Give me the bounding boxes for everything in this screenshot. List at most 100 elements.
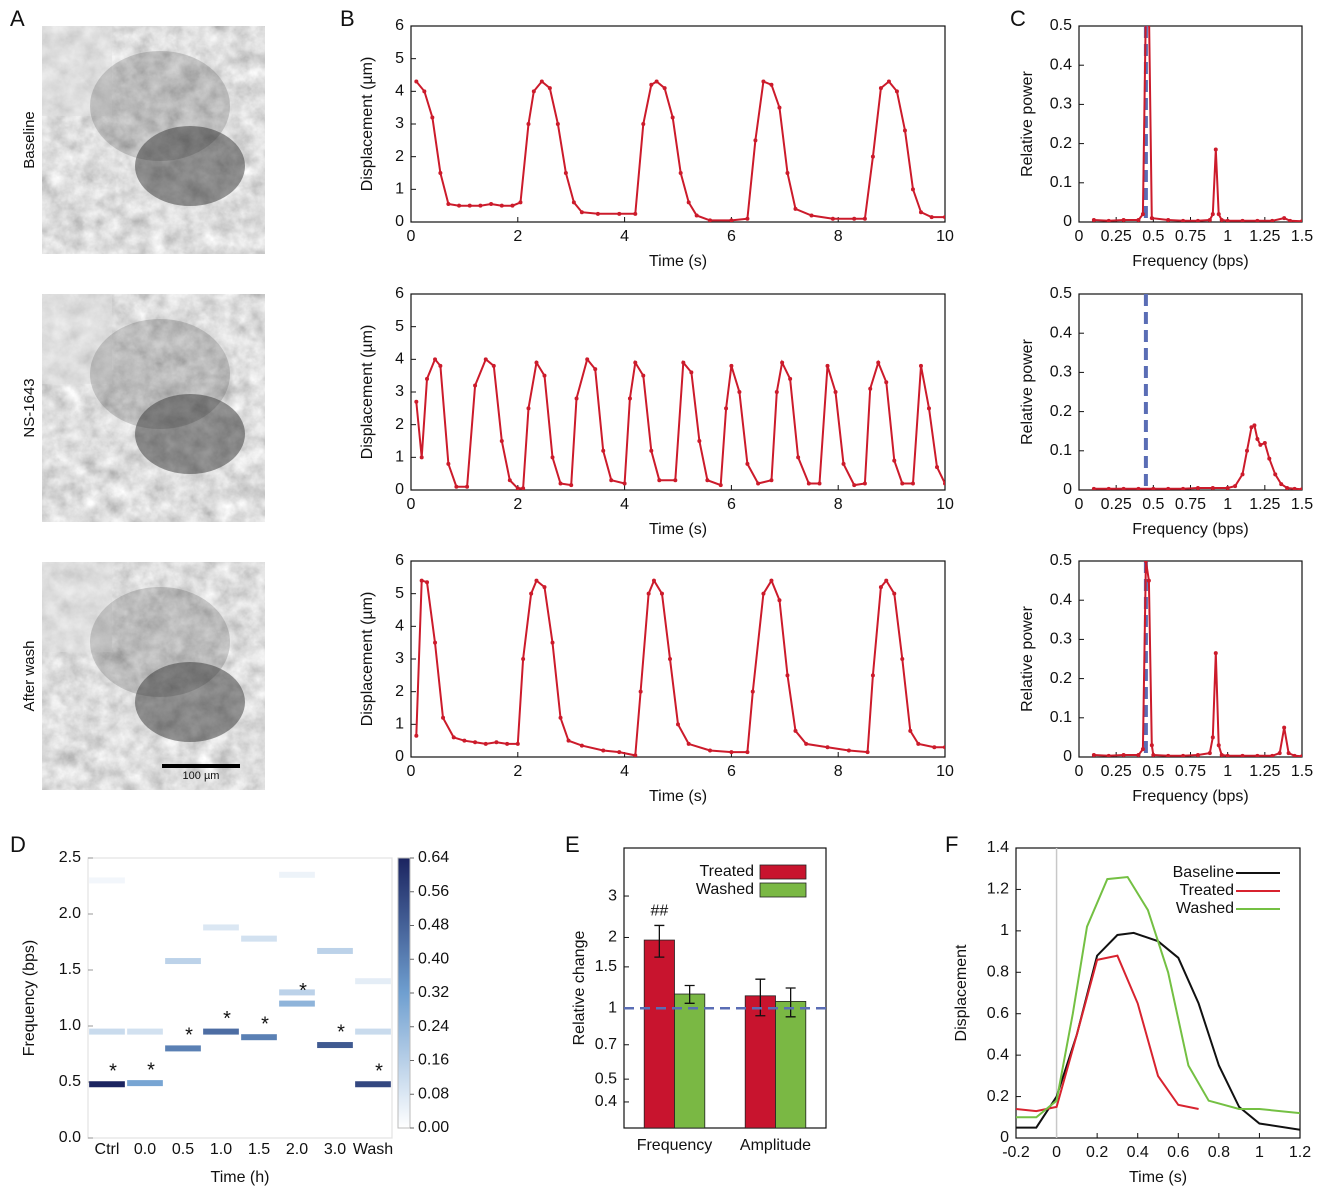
data-point bbox=[1166, 753, 1171, 757]
data-point bbox=[515, 486, 520, 490]
data-point bbox=[638, 689, 643, 694]
x-tick-label: 0.5 bbox=[1142, 763, 1164, 780]
data-point bbox=[601, 748, 606, 753]
data-point bbox=[1140, 747, 1145, 752]
data-point bbox=[686, 200, 691, 205]
data-point bbox=[489, 202, 494, 207]
data-point bbox=[649, 448, 654, 453]
data-point bbox=[425, 376, 430, 381]
cell-body bbox=[135, 662, 245, 742]
data-point bbox=[796, 455, 801, 460]
error-bar bbox=[785, 987, 796, 1018]
data-point bbox=[729, 218, 734, 222]
y-tick-label: 0.5 bbox=[1050, 552, 1072, 569]
data-point bbox=[1292, 753, 1297, 757]
data-point bbox=[457, 203, 462, 208]
micrograph bbox=[42, 26, 265, 254]
y-tick-label: 4 bbox=[395, 618, 404, 635]
legend-swatch bbox=[759, 882, 807, 898]
data-point bbox=[1270, 753, 1275, 757]
x-tick-label: 1.5 bbox=[1291, 228, 1313, 245]
data-point bbox=[852, 216, 857, 221]
error-bar bbox=[684, 984, 695, 1004]
data-point bbox=[550, 455, 555, 460]
data-point bbox=[932, 745, 937, 750]
colorbar-tick-label: 0.32 bbox=[418, 984, 449, 1001]
panel-label: F bbox=[945, 832, 958, 857]
x-tick-label: 1.0 bbox=[210, 1141, 232, 1158]
data-point bbox=[737, 390, 742, 394]
heatmap-band bbox=[203, 924, 239, 931]
y-tick-label: 0 bbox=[1063, 748, 1072, 765]
data-point bbox=[579, 210, 584, 215]
y-tick-label: 0 bbox=[1063, 213, 1072, 230]
data-point bbox=[1240, 218, 1245, 222]
data-point bbox=[670, 115, 675, 120]
data-point bbox=[678, 171, 683, 175]
data-line bbox=[1016, 875, 1300, 1119]
data-point bbox=[1225, 753, 1230, 757]
data-point bbox=[491, 363, 496, 368]
data-point bbox=[465, 484, 470, 489]
data-point bbox=[943, 481, 945, 486]
y-tick-label: 0 bbox=[1000, 1129, 1009, 1146]
data-point bbox=[1136, 486, 1141, 490]
data-point bbox=[662, 86, 667, 91]
data-point bbox=[659, 591, 664, 596]
data-point bbox=[1262, 440, 1267, 445]
y-tick-label: 5 bbox=[395, 585, 404, 602]
x-tick-label: 8 bbox=[834, 763, 843, 780]
data-point bbox=[425, 580, 430, 585]
y-tick-label: 4 bbox=[395, 351, 404, 368]
plot-area bbox=[1091, 4, 1302, 222]
data-point bbox=[1147, 4, 1151, 8]
data-point bbox=[462, 738, 467, 743]
data-point bbox=[943, 215, 945, 220]
data-point bbox=[777, 105, 782, 110]
x-tick-label: 0.75 bbox=[1175, 228, 1206, 245]
legend-label: Washed bbox=[696, 881, 754, 898]
x-tick-label: 0.75 bbox=[1175, 763, 1206, 780]
data-point bbox=[884, 578, 889, 583]
x-tick-label: 0.5 bbox=[1142, 228, 1164, 245]
data-point bbox=[761, 591, 766, 596]
data-point bbox=[943, 745, 945, 750]
data-point bbox=[1136, 753, 1141, 757]
data-point bbox=[473, 740, 478, 745]
data-point bbox=[1106, 486, 1111, 490]
data-point bbox=[563, 171, 568, 175]
data-point bbox=[1279, 482, 1284, 487]
data-point bbox=[697, 439, 702, 443]
x-tick-label: 0.0 bbox=[134, 1141, 156, 1158]
data-point bbox=[1300, 219, 1302, 222]
y-tick-label: 0 bbox=[395, 481, 404, 498]
image-label: NS-1643 bbox=[21, 378, 38, 437]
plot-frame bbox=[87, 857, 393, 1139]
x-tick-label: 0.4 bbox=[1127, 1144, 1149, 1161]
y-tick-label: 5 bbox=[395, 318, 404, 335]
plot-area bbox=[643, 939, 807, 1128]
data-point bbox=[918, 363, 923, 368]
data-point bbox=[1216, 743, 1221, 748]
x-tick-label: 10 bbox=[936, 763, 954, 780]
x-tick-label: 0 bbox=[1075, 228, 1084, 245]
data-point bbox=[1144, 4, 1148, 8]
heatmap-band bbox=[279, 871, 315, 878]
data-point bbox=[1255, 753, 1260, 757]
data-point bbox=[521, 657, 526, 661]
data-point bbox=[641, 122, 646, 126]
data-point bbox=[657, 478, 662, 483]
x-tick-label: 0.75 bbox=[1175, 496, 1206, 513]
x-tick-label: 1 bbox=[1223, 228, 1232, 245]
y-tick-label: 0.3 bbox=[1050, 631, 1072, 648]
y-axis-label: Displacement bbox=[953, 944, 970, 1041]
micrograph bbox=[42, 562, 265, 790]
y-tick-label: 1.2 bbox=[987, 881, 1009, 898]
y-tick-label: 0.4 bbox=[1050, 591, 1072, 608]
y-tick-label: 6 bbox=[395, 285, 404, 302]
plot-area bbox=[1016, 848, 1300, 1138]
data-point bbox=[729, 750, 734, 755]
data-point bbox=[1292, 486, 1297, 490]
data-point bbox=[531, 89, 536, 94]
data-point bbox=[934, 465, 939, 470]
